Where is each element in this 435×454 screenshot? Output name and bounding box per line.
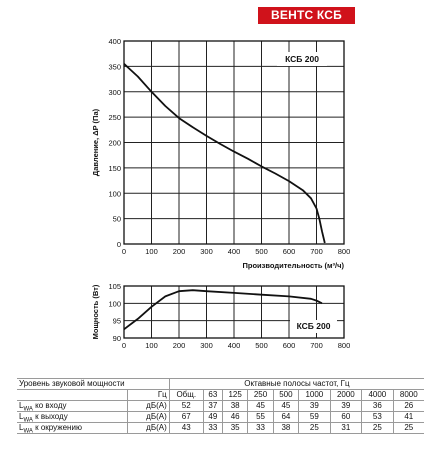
y-tick-label: 90 — [113, 334, 121, 343]
y-tick-label: 95 — [113, 317, 121, 326]
series-line — [123, 63, 326, 244]
col-header: 2000 — [329, 389, 363, 401]
x-tick-label: 700 — [310, 341, 323, 350]
table-row: LWA к выходу дБ(А) 67 49 46 55 64 59 60 … — [17, 411, 424, 424]
table-cell: 45 — [272, 400, 300, 412]
x-tick-label: 100 — [145, 247, 158, 256]
x-tick-label: 400 — [228, 341, 241, 350]
brand-badge: ВЕНТС КСБ — [258, 7, 355, 24]
col-header: 1000 — [298, 389, 331, 401]
col-header: 500 — [272, 389, 300, 401]
x-tick-label: 600 — [283, 341, 296, 350]
table-cell: 25 — [392, 422, 424, 434]
y-tick-label: 50 — [113, 215, 121, 224]
col-header: Гц — [126, 389, 170, 401]
col-header: 63 — [202, 389, 223, 401]
sound-power-table: Уровень звуковой мощности Октавные полос… — [17, 378, 424, 435]
table-cell: 60 — [329, 411, 363, 423]
table-cell: 39 — [329, 400, 363, 412]
table-cell: 38 — [221, 400, 249, 412]
table-cell: 36 — [361, 400, 394, 412]
x-tick-label: 600 — [283, 247, 296, 256]
x-tick-label: 800 — [338, 341, 351, 350]
table-cell: 59 — [298, 411, 331, 423]
y-tick-label: 350 — [108, 62, 121, 71]
col-header: 125 — [221, 389, 249, 401]
x-tick-label: 300 — [200, 247, 213, 256]
col-header: 4000 — [361, 389, 394, 401]
x-tick-label: 0 — [122, 247, 126, 256]
table-cell: 41 — [392, 411, 424, 423]
x-tick-label: 400 — [228, 247, 241, 256]
table-cell: 25 — [361, 422, 394, 434]
table-cell: 33 — [202, 422, 223, 434]
table-cell: 39 — [298, 400, 331, 412]
row-unit: дБ(А) — [126, 400, 170, 412]
row-label: LWA к выходу — [17, 411, 128, 424]
y-tick-label: 400 — [108, 37, 121, 46]
table-cell: 38 — [272, 422, 300, 434]
model-label: КСБ 200 — [285, 54, 319, 64]
model-label-bg — [277, 52, 327, 66]
row-label: LWA ко входу — [17, 400, 128, 413]
band-header: Октавные полосы частот, Гц — [168, 378, 424, 390]
x-tick-label: 800 — [338, 247, 351, 256]
table-cell: 35 — [221, 422, 249, 434]
x-tick-label: 100 — [145, 341, 158, 350]
table-cell: 26 — [392, 400, 424, 412]
col-header: 250 — [247, 389, 274, 401]
table-cell: 64 — [272, 411, 300, 423]
y-tick-label: 200 — [108, 139, 121, 148]
x-tick-label: 200 — [173, 341, 186, 350]
row-unit: дБ(А) — [126, 422, 170, 434]
y-tick-label: 105 — [108, 282, 121, 291]
table-cell: 43 — [168, 422, 204, 434]
col-header: 8000 — [392, 389, 424, 401]
table-cell: 55 — [247, 411, 274, 423]
series-line — [123, 289, 323, 331]
charts-svg: 0 100 200 300 400 500 600 700 800 0 50 100 150 200 250… — [91, 37, 350, 350]
x-tick-label: 500 — [255, 247, 268, 256]
col-header: Общ. — [168, 389, 204, 401]
table-cell: 37 — [202, 400, 223, 412]
x-tick-label: 700 — [310, 247, 323, 256]
y-tick-label: 300 — [108, 88, 121, 97]
table-cell: 52 — [168, 400, 204, 412]
y-tick-label: 100 — [108, 189, 121, 198]
table-cell: 33 — [247, 422, 274, 434]
table-cell: 31 — [329, 422, 363, 434]
empty-cell — [17, 389, 128, 401]
x-axis-label: Производительность (м³/ч) — [242, 261, 344, 270]
x-tick-label: 0 — [122, 341, 126, 350]
y-tick-label: 150 — [108, 164, 121, 173]
y-tick-label: 250 — [108, 113, 121, 122]
table-col-header-row: Гц Общ. 63 125 250 500 1000 2000 4000 80… — [17, 389, 424, 401]
table-cell: 49 — [202, 411, 223, 423]
plot-frame — [123, 285, 345, 339]
table-cell: 45 — [247, 400, 274, 412]
x-tick-label: 300 — [200, 341, 213, 350]
y-axis-label: Мощность (Вт) — [91, 284, 100, 339]
plot-frame — [123, 40, 345, 245]
table-title: Уровень звуковой мощности — [17, 378, 170, 390]
row-label: LWA к окружению — [17, 422, 128, 435]
y-tick-label: 100 — [108, 299, 121, 308]
x-tick-label: 200 — [173, 247, 186, 256]
table-cell: 67 — [168, 411, 204, 423]
table-header-row: Уровень звуковой мощности Октавные полос… — [17, 378, 424, 390]
chart-2: 0 100 200 300 400 500 600 700 800 90 95 100 105 Мощно… — [91, 282, 350, 350]
y-tick-label: 0 — [117, 240, 121, 249]
x-tick-label: 500 — [255, 341, 268, 350]
table-cell: 46 — [221, 411, 249, 423]
table-cell: 53 — [361, 411, 394, 423]
table-cell: 25 — [298, 422, 331, 434]
model-label-bg — [290, 320, 337, 333]
row-unit: дБ(А) — [126, 411, 170, 423]
chart-1: 0 100 200 300 400 500 600 700 800 0 50 100 150 200 250… — [91, 37, 350, 270]
y-axis-label: Давление, ΔP (Па) — [91, 108, 100, 176]
model-label: КСБ 200 — [297, 321, 331, 331]
table-row: LWA ко входу дБ(А) 52 37 38 45 45 39 39 … — [17, 400, 424, 413]
table-row: LWA к окружению дБ(А) 43 33 35 33 38 25 … — [17, 422, 424, 435]
